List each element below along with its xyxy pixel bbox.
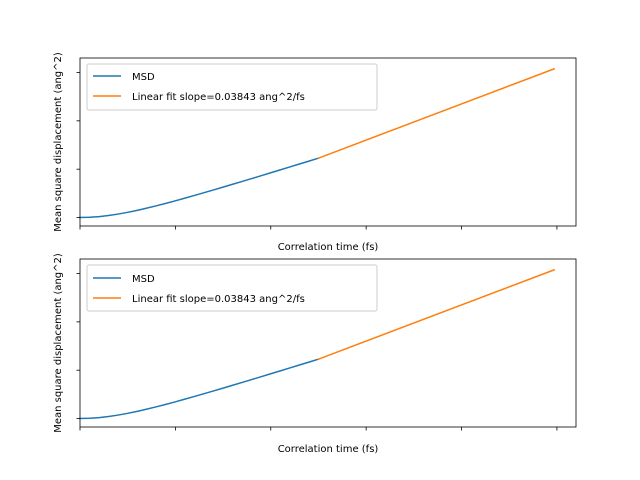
legend-box-top: [86, 63, 378, 111]
series-line-linear-fit-bottom: [317, 268, 556, 361]
x-axis-label-top: Correlation time (fs): [278, 242, 379, 253]
plot-area-bottom: [79, 268, 556, 420]
axes-frame-bottom: [79, 258, 577, 428]
legend-label-msd-top: MSD: [132, 72, 155, 83]
legend-label-msd-bottom: MSD: [132, 274, 155, 285]
series-line-msd-bottom: [79, 358, 320, 420]
legend-bottom: MSD Linear fit slope=0.03843 ang^2/fs: [86, 264, 378, 312]
x-axis-label-bottom: Correlation time (fs): [278, 444, 379, 455]
y-ticks-top: [76, 72, 80, 218]
plot-area-top: [79, 67, 556, 219]
legend-label-fit-bottom: Linear fit slope=0.03843 ang^2/fs: [132, 294, 305, 305]
legend-label-fit-top: Linear fit slope=0.03843 ang^2/fs: [132, 92, 305, 103]
y-axis-label-bottom: Mean square displacement (ang^2): [53, 253, 64, 433]
subplot-top: Correlation time (fs) Mean square displa…: [53, 52, 577, 253]
legend-box-bottom: [86, 264, 378, 312]
y-axis-label-top: Mean square displacement (ang^2): [53, 52, 64, 232]
y-ticks-bottom: [76, 273, 80, 419]
legend-top: MSD Linear fit slope=0.03843 ang^2/fs: [86, 63, 378, 111]
subplot-bottom: Correlation time (fs) Mean square displa…: [53, 253, 577, 455]
axes-frame-top: [79, 57, 577, 227]
series-line-linear-fit-top: [317, 67, 556, 160]
x-ticks-top: [79, 226, 558, 230]
x-ticks-bottom: [79, 427, 558, 431]
series-line-msd-top: [79, 157, 320, 219]
